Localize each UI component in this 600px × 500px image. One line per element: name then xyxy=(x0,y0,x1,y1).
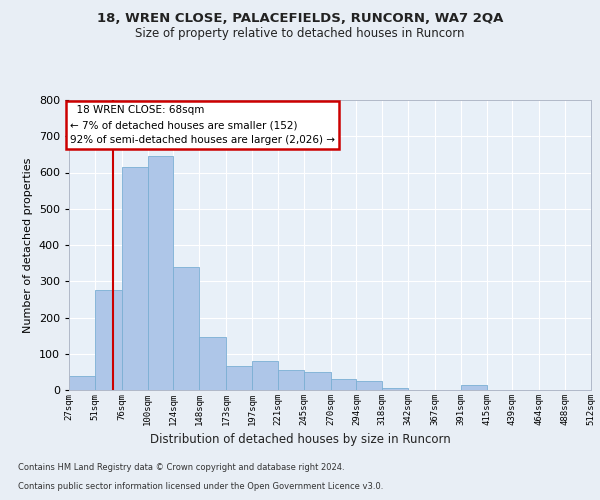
Bar xyxy=(461,384,487,390)
Text: Contains public sector information licensed under the Open Government Licence v3: Contains public sector information licen… xyxy=(18,482,383,491)
Y-axis label: Number of detached properties: Number of detached properties xyxy=(23,158,33,332)
Text: 18 WREN CLOSE: 68sqm  
← 7% of detached houses are smaller (152)
92% of semi-det: 18 WREN CLOSE: 68sqm ← 7% of detached ho… xyxy=(70,106,335,145)
Bar xyxy=(356,381,382,390)
Bar xyxy=(252,361,278,390)
Text: Contains HM Land Registry data © Crown copyright and database right 2024.: Contains HM Land Registry data © Crown c… xyxy=(18,464,344,472)
Bar xyxy=(226,366,252,390)
Bar xyxy=(199,338,226,390)
Bar xyxy=(69,376,95,390)
Bar xyxy=(122,167,148,390)
Bar xyxy=(382,388,408,390)
Text: Size of property relative to detached houses in Runcorn: Size of property relative to detached ho… xyxy=(135,28,465,40)
Text: 18, WREN CLOSE, PALACEFIELDS, RUNCORN, WA7 2QA: 18, WREN CLOSE, PALACEFIELDS, RUNCORN, W… xyxy=(97,12,503,26)
Bar xyxy=(148,156,173,390)
Text: Distribution of detached houses by size in Runcorn: Distribution of detached houses by size … xyxy=(149,432,451,446)
Bar xyxy=(173,267,199,390)
Bar xyxy=(95,290,122,390)
Bar xyxy=(304,372,331,390)
Bar xyxy=(331,379,356,390)
Bar xyxy=(278,370,304,390)
